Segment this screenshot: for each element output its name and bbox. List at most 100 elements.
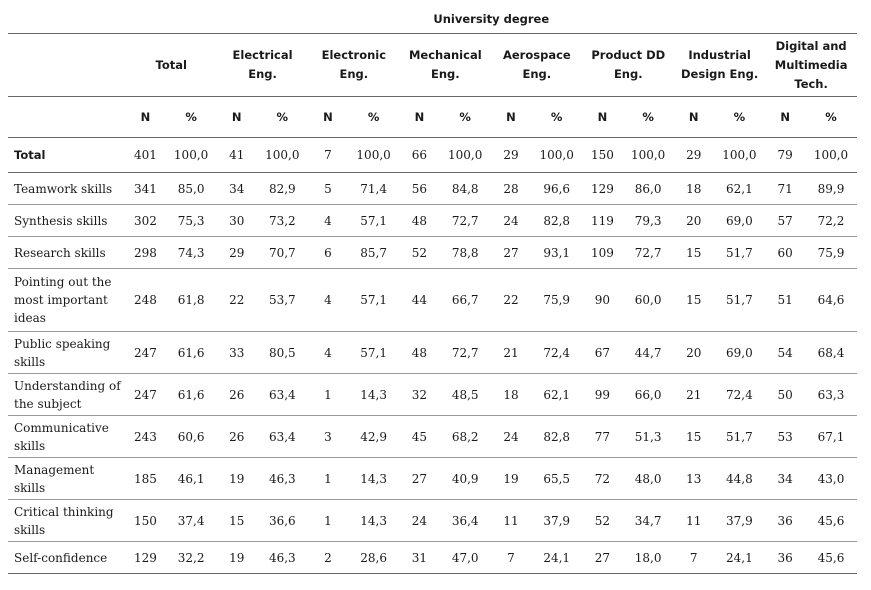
percent-cell: 72,7	[439, 331, 492, 374]
count-cell: 34	[216, 172, 257, 205]
count-cell: 67	[582, 331, 623, 374]
percent-cell: 51,7	[713, 236, 766, 269]
count-cell: 3	[308, 415, 348, 458]
count-cell: 66	[399, 137, 440, 173]
count-cell: 22	[491, 268, 531, 332]
count-cell: 119	[582, 204, 623, 237]
count-cell: 7	[308, 137, 348, 173]
percent-cell: 75,9	[805, 236, 857, 269]
percent-cell: 61,6	[165, 373, 217, 416]
count-cell: 52	[582, 499, 623, 542]
percent-cell: 57,1	[347, 204, 400, 237]
percent-cell: 63,4	[256, 415, 309, 458]
table-row: Critical thinking skills 150 37,4 15 36,6 1 14…	[8, 499, 857, 542]
percent-cell: 61,8	[165, 268, 217, 332]
percent-cell: 14,3	[347, 457, 400, 500]
count-cell: 341	[125, 172, 166, 205]
row-label: Understanding of the subject	[8, 373, 126, 416]
count-cell: 28	[491, 172, 531, 205]
percent-cell: 66,0	[622, 373, 674, 416]
percent-cell: 45,6	[805, 541, 857, 574]
count-cell: 247	[125, 331, 166, 374]
row-label: Management skills	[8, 457, 126, 500]
count-cell: 34	[765, 457, 806, 500]
count-cell: 48	[399, 331, 440, 374]
n-heading: N	[765, 96, 806, 138]
table-row: Management skills 185 46,1 19 46,3 1 14,3 27 40,…	[8, 457, 857, 500]
university-degree-heading: University degree	[125, 6, 857, 34]
group-heading: Electrical Eng.	[216, 33, 309, 97]
count-cell: 150	[125, 499, 166, 542]
count-cell: 50	[765, 373, 806, 416]
count-cell: 243	[125, 415, 166, 458]
table-row: Research skills 298 74,3 29 70,7 6 85,7 52 78,8 2…	[8, 236, 857, 269]
count-cell: 19	[216, 541, 257, 574]
percent-cell: 37,9	[530, 499, 583, 542]
header-corner	[8, 96, 126, 138]
percent-cell: 24,1	[713, 541, 766, 574]
count-cell: 1	[308, 499, 348, 542]
percent-cell: 80,5	[256, 331, 309, 374]
row-label: Teamwork skills	[8, 172, 126, 205]
header-row-degree: University degree	[8, 6, 857, 34]
table-body: Total 401 100,0 41 100,0 7 100,0 66 100,0 29 100,0…	[8, 137, 857, 574]
percent-cell: 47,0	[439, 541, 492, 574]
count-cell: 185	[125, 457, 166, 500]
percent-heading: %	[165, 96, 217, 138]
n-heading: N	[308, 96, 348, 138]
percent-cell: 82,8	[530, 415, 583, 458]
percent-cell: 51,7	[713, 415, 766, 458]
count-cell: 7	[491, 541, 531, 574]
row-label: Research skills	[8, 236, 126, 269]
percent-cell: 85,7	[347, 236, 400, 269]
n-heading: N	[491, 96, 531, 138]
percent-cell: 44,8	[713, 457, 766, 500]
count-cell: 29	[491, 137, 531, 173]
count-cell: 4	[308, 331, 348, 374]
group-heading: Digital and Multimedia Tech.	[765, 33, 857, 97]
row-label: Synthesis skills	[8, 204, 126, 237]
percent-cell: 60,6	[165, 415, 217, 458]
percent-cell: 72,4	[713, 373, 766, 416]
row-label: Communicative skills	[8, 415, 126, 458]
percent-cell: 69,0	[713, 331, 766, 374]
percent-cell: 72,2	[805, 204, 857, 237]
percent-cell: 63,3	[805, 373, 857, 416]
percent-cell: 100,0	[530, 137, 583, 173]
count-cell: 22	[216, 268, 257, 332]
count-cell: 21	[673, 373, 714, 416]
percent-cell: 96,6	[530, 172, 583, 205]
count-cell: 150	[582, 137, 623, 173]
percent-heading: %	[347, 96, 400, 138]
percent-cell: 43,0	[805, 457, 857, 500]
table-row: Synthesis skills 302 75,3 30 73,2 4 57,1 48 72,7…	[8, 204, 857, 237]
percent-cell: 72,7	[622, 236, 674, 269]
count-cell: 41	[216, 137, 257, 173]
percent-cell: 37,9	[713, 499, 766, 542]
count-cell: 15	[216, 499, 257, 542]
percent-cell: 100,0	[165, 137, 217, 173]
header-row-n-percent: N% N% N% N% N% N% N% N%	[8, 96, 857, 138]
header-corner	[8, 33, 126, 97]
count-cell: 26	[216, 373, 257, 416]
percent-cell: 84,8	[439, 172, 492, 205]
percent-cell: 86,0	[622, 172, 674, 205]
table-row: Pointing out the most important ideas 248…	[8, 268, 857, 332]
percent-cell: 100,0	[347, 137, 400, 173]
count-cell: 44	[399, 268, 440, 332]
group-heading: Total	[125, 33, 217, 97]
row-label: Total	[8, 137, 126, 173]
percent-cell: 75,9	[530, 268, 583, 332]
count-cell: 60	[765, 236, 806, 269]
count-cell: 90	[582, 268, 623, 332]
count-cell: 24	[399, 499, 440, 542]
percent-cell: 72,4	[530, 331, 583, 374]
count-cell: 248	[125, 268, 166, 332]
percent-cell: 82,8	[530, 204, 583, 237]
percent-cell: 71,4	[347, 172, 400, 205]
percent-cell: 70,7	[256, 236, 309, 269]
percent-cell: 34,7	[622, 499, 674, 542]
percent-cell: 18,0	[622, 541, 674, 574]
count-cell: 19	[491, 457, 531, 500]
count-cell: 27	[491, 236, 531, 269]
